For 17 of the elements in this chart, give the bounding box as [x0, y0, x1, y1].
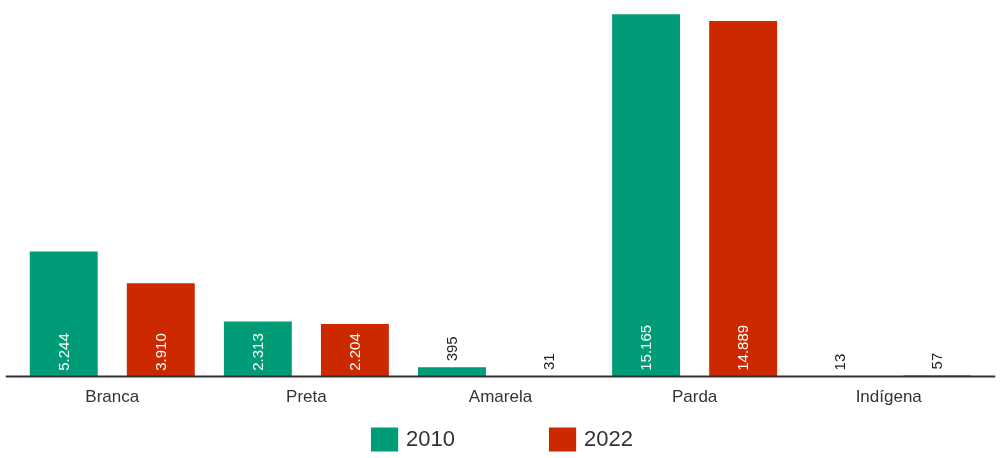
x-tick-label: Indígena [855, 386, 923, 406]
legend-label: 2022 [584, 426, 633, 452]
data-label: 5.244 [54, 333, 72, 371]
x-tick-label: Parda [671, 386, 718, 406]
data-label: 31 [540, 353, 558, 371]
data-label: 57 [928, 352, 946, 370]
x-tick-label: Branca [85, 386, 140, 406]
x-tick-label: Amarela [468, 386, 533, 406]
data-label: 3.910 [151, 333, 169, 371]
legend-label: 2010 [406, 426, 455, 452]
data-label: 2.313 [248, 333, 266, 371]
data-label: 14.889 [734, 324, 752, 371]
data-label: 2.204 [345, 333, 363, 371]
data-label: 13 [831, 353, 849, 371]
x-tick-label: Preta [286, 386, 328, 406]
data-label: 395 [442, 336, 460, 362]
data-label: 15.165 [637, 324, 655, 371]
